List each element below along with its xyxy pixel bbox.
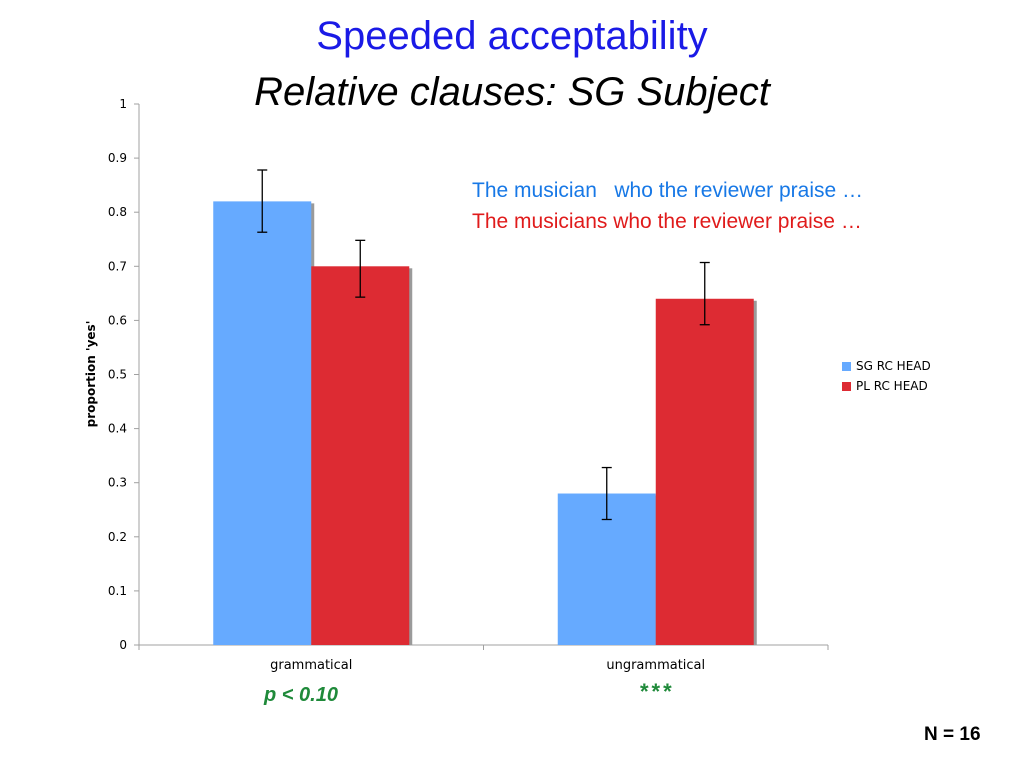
legend-label-pl: PL RC HEAD xyxy=(856,379,928,393)
annotation-pl-example: The musicians who the reviewer praise … xyxy=(472,210,862,233)
sample-size-label: N = 16 xyxy=(924,724,981,745)
y-tick-label: 0.2 xyxy=(108,530,127,544)
legend-swatch-sg xyxy=(842,361,851,371)
chart-legend: SG RC HEAD PL RC HEAD xyxy=(842,356,931,396)
legend-item-pl: PL RC HEAD xyxy=(842,376,931,396)
annotation-sg-example: The musician who the reviewer praise … xyxy=(472,179,863,202)
y-tick-label: 0.6 xyxy=(108,313,127,327)
x-tick-label-grammatical: grammatical xyxy=(270,658,352,673)
y-axis-label: proportion 'yes' xyxy=(84,321,98,428)
bar-pl-rc-head-ungrammatical xyxy=(655,298,754,645)
x-tick-label-ungrammatical: ungrammatical xyxy=(606,658,705,673)
y-tick-label: 0.4 xyxy=(108,422,127,436)
legend-swatch-pl xyxy=(842,381,851,391)
y-tick-label: 0.9 xyxy=(108,151,127,165)
y-tick-label: 0.3 xyxy=(108,476,127,490)
ungrammatical-significance: *** xyxy=(640,679,675,704)
y-tick-label: 0.7 xyxy=(108,259,127,273)
y-tick-label: 0 xyxy=(119,638,127,652)
bar-pl-rc-head-grammatical xyxy=(311,266,410,645)
legend-label-sg: SG RC HEAD xyxy=(856,359,931,373)
y-tick-label: 0.5 xyxy=(108,368,127,382)
chart-subtitle: Relative clauses: SG Subject xyxy=(254,70,770,114)
chart-title: Speeded acceptability xyxy=(316,14,708,58)
grammatical-p-value: p < 0.10 xyxy=(264,684,338,706)
bar-sg-rc-head-grammatical xyxy=(213,201,312,645)
y-tick-label: 0.1 xyxy=(108,584,127,598)
y-tick-label: 0.8 xyxy=(108,205,127,219)
legend-item-sg: SG RC HEAD xyxy=(842,356,931,376)
y-tick-label: 1 xyxy=(119,97,127,111)
